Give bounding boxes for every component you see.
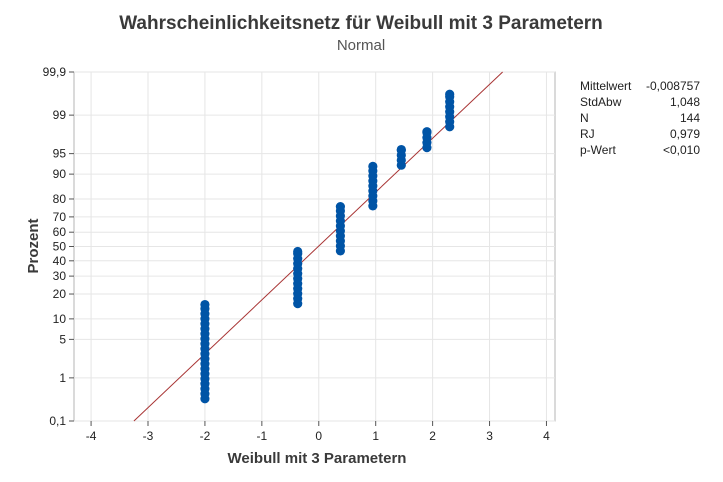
y-tick-label: 99,9 xyxy=(43,65,67,79)
y-tick-label: 5 xyxy=(59,332,66,346)
stat-label: Mittelwert xyxy=(580,79,632,93)
y-tick-label: 80 xyxy=(53,192,67,206)
stat-value: <0,010 xyxy=(663,143,700,157)
y-tick-label: 40 xyxy=(53,254,67,268)
y-tick-label: 60 xyxy=(53,225,67,239)
y-tick-label: 90 xyxy=(53,167,67,181)
chart-title: Wahrscheinlichkeitsnetz für Weibull mit … xyxy=(119,13,603,34)
data-point xyxy=(422,127,432,137)
data-point xyxy=(445,89,455,99)
x-tick-label: 3 xyxy=(486,429,493,443)
y-tick-label: 70 xyxy=(53,210,67,224)
data-point xyxy=(200,299,210,310)
stat-value: 0,979 xyxy=(670,127,700,141)
stat-label: RJ xyxy=(580,127,595,141)
y-tick-label: 0,1 xyxy=(49,414,66,428)
stat-label: StdAbw xyxy=(580,95,622,109)
x-axis-ticks: -4 -3 -2 -1 0 1 2 3 4 xyxy=(86,421,550,443)
y-tick-label: 99 xyxy=(53,108,67,122)
data-points xyxy=(200,89,455,404)
x-tick-label: 1 xyxy=(372,429,379,443)
x-tick-label: -2 xyxy=(200,429,211,443)
stat-value: 144 xyxy=(680,111,700,125)
stats-table: Mittelwert -0,008757 StdAbw 1,048 N 144 RJ 0,97… xyxy=(580,79,700,157)
fit-line-group xyxy=(133,71,503,422)
stat-label: p-Wert xyxy=(580,143,616,157)
x-tick-label: 4 xyxy=(543,429,550,443)
data-point xyxy=(293,246,303,257)
stat-value: -0,008757 xyxy=(646,79,700,93)
chart-subtitle: Normal xyxy=(337,37,385,54)
x-tick-label: -3 xyxy=(143,429,154,443)
x-tick-label: -1 xyxy=(257,429,268,443)
data-point xyxy=(335,202,345,212)
y-tick-label: 95 xyxy=(53,147,67,161)
y-axis-label: Prozent xyxy=(25,218,42,273)
x-tick-label: 2 xyxy=(429,429,436,443)
stat-value: 1,048 xyxy=(670,95,700,109)
fit-line xyxy=(133,71,503,422)
data-point xyxy=(368,161,378,171)
x-tick-label: -4 xyxy=(86,429,97,443)
stat-label: N xyxy=(580,111,589,125)
x-tick-label: 0 xyxy=(315,429,322,443)
data-point xyxy=(396,144,406,155)
y-tick-label: 30 xyxy=(53,269,67,283)
y-tick-label: 20 xyxy=(53,287,67,301)
y-tick-label: 1 xyxy=(59,371,66,385)
y-tick-label: 50 xyxy=(53,240,67,254)
y-tick-label: 10 xyxy=(53,312,67,326)
grid-lines xyxy=(74,71,555,422)
x-axis-label: Weibull mit 3 Parametern xyxy=(228,450,407,467)
